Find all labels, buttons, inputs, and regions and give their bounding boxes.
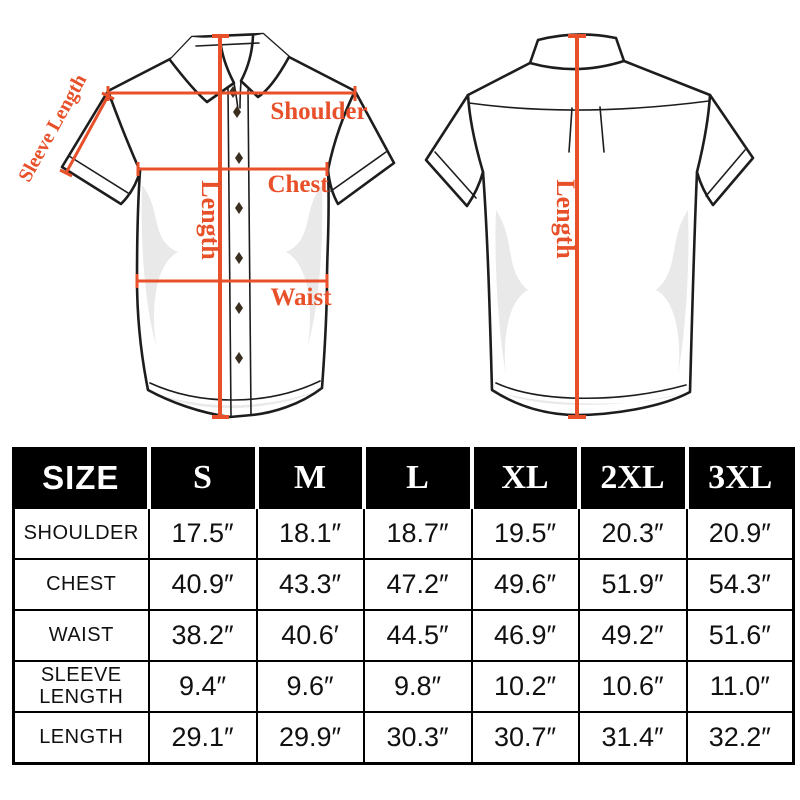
shoulder-m: 18.1″ bbox=[255, 506, 365, 560]
row-label-shoulder: SHOULDER bbox=[12, 506, 150, 560]
table-row-sleeve-length: SLEEVE LENGTH 9.4″ 9.6″ 9.8″ 10.2″ 10.6″… bbox=[12, 660, 795, 713]
chest-l: 47.2″ bbox=[362, 558, 473, 611]
shirt-measurement-diagram: Shoulder Chest Waist Length Sleeve Lengt… bbox=[14, 32, 755, 419]
length-m: 29.9″ bbox=[255, 711, 365, 765]
length-s: 29.1″ bbox=[147, 711, 258, 765]
sleeve-l: 9.8″ bbox=[362, 660, 473, 713]
back-length-label: Length bbox=[551, 179, 580, 259]
waist-line bbox=[135, 274, 329, 288]
waist-m: 40.6′ bbox=[255, 609, 365, 662]
front-length-line bbox=[212, 34, 229, 419]
col-header-xl: XL bbox=[469, 447, 580, 509]
back-length-line bbox=[568, 34, 586, 419]
size-header-cell: SIZE bbox=[13, 447, 150, 509]
size-table: SIZE S M L XL 2XL 3XL SHOULDER 17.5″ 18.… bbox=[12, 447, 795, 765]
col-header-s: S bbox=[146, 447, 258, 509]
chest-3xl: 54.3″ bbox=[685, 558, 795, 611]
shoulder-s: 17.5″ bbox=[147, 506, 258, 560]
length-xl: 30.7″ bbox=[470, 711, 580, 765]
chest-m: 43.3″ bbox=[255, 558, 365, 611]
chest-s: 40.9″ bbox=[147, 558, 258, 611]
waist-s: 38.2″ bbox=[147, 609, 258, 662]
sleeve-xl: 10.2″ bbox=[470, 660, 580, 713]
table-row-length: LENGTH 29.1″ 29.9″ 30.3″ 30.7″ 31.4″ 32.… bbox=[12, 711, 795, 765]
sleeve-length-line bbox=[59, 91, 115, 178]
waist-l: 44.5″ bbox=[362, 609, 473, 662]
shoulder-label: Shoulder bbox=[270, 98, 367, 125]
front-shirt-drawing bbox=[60, 32, 396, 419]
col-header-l: L bbox=[361, 447, 473, 509]
table-row-waist: WAIST 38.2″ 40.6′ 44.5″ 46.9″ 49.2″ 51.6… bbox=[12, 609, 795, 662]
table-row-chest: CHEST 40.9″ 43.3″ 47.2″ 49.6″ 51.9″ 54.3… bbox=[12, 558, 795, 611]
front-buttons bbox=[229, 86, 243, 364]
front-length-label: Length bbox=[196, 180, 225, 260]
length-2xl: 31.4″ bbox=[577, 711, 688, 765]
shoulder-3xl: 20.9″ bbox=[685, 506, 795, 560]
col-header-3xl: 3XL bbox=[684, 447, 795, 509]
row-label-length: LENGTH bbox=[12, 711, 150, 765]
size-table-header-row: SIZE S M L XL 2XL 3XL bbox=[13, 447, 795, 509]
sleeve-m: 9.6″ bbox=[255, 660, 365, 713]
col-header-2xl: 2XL bbox=[576, 447, 688, 509]
chest-line bbox=[136, 162, 329, 176]
shoulder-l: 18.7″ bbox=[362, 506, 473, 560]
col-header-m: M bbox=[254, 447, 365, 509]
row-label-sleeve-length: SLEEVE LENGTH bbox=[12, 660, 150, 713]
sleeve-3xl: 11.0″ bbox=[685, 660, 795, 713]
waist-3xl: 51.6″ bbox=[685, 609, 795, 662]
sleeve-2xl: 10.6″ bbox=[577, 660, 688, 713]
waist-label: Waist bbox=[270, 284, 332, 311]
shoulder-2xl: 20.3″ bbox=[577, 506, 688, 560]
row-label-waist: WAIST bbox=[12, 609, 150, 662]
length-3xl: 32.2″ bbox=[685, 711, 795, 765]
back-measurement-annotations: Length bbox=[551, 34, 586, 419]
chest-2xl: 51.9″ bbox=[577, 558, 688, 611]
waist-xl: 46.9″ bbox=[470, 609, 580, 662]
row-label-chest: CHEST bbox=[12, 558, 150, 611]
shoulder-xl: 19.5″ bbox=[470, 506, 580, 560]
length-l: 30.3″ bbox=[362, 711, 473, 765]
waist-2xl: 49.2″ bbox=[577, 609, 688, 662]
chest-xl: 49.6″ bbox=[470, 558, 580, 611]
table-row-shoulder: SHOULDER 17.5″ 18.1″ 18.7″ 19.5″ 20.3″ 2… bbox=[12, 506, 795, 560]
back-shirt-drawing bbox=[424, 33, 755, 417]
chest-label: Chest bbox=[267, 171, 329, 198]
sleeve-s: 9.4″ bbox=[147, 660, 258, 713]
